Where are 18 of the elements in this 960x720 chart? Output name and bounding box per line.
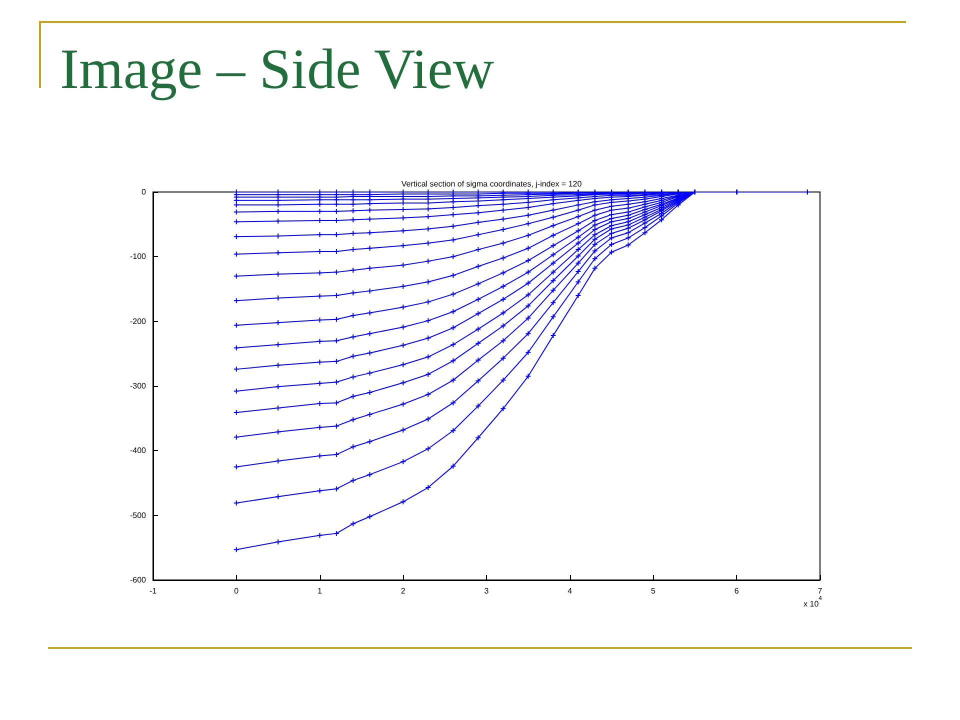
chart-title: Image – Side View [60,38,494,101]
y-tick-label: -100 [130,252,147,262]
x-tick-label: 7 [818,586,823,596]
y-tick-label: -500 [130,510,147,520]
x-tick-label: 4 [568,586,573,596]
y-tick-label: -300 [130,382,147,390]
x-tick-label: 5 [651,586,656,596]
x-tick-label: 1 [318,586,323,596]
chart-subtitle: Vertical section of sigma coordinates, j-index = 120 [401,180,582,188]
x-tick-label: 0 [234,586,240,596]
y-tick-label: -600 [130,576,147,584]
y-tick-label: -400 [130,446,147,456]
x-tick-label: -1 [149,586,158,596]
y-tick-label: -200 [130,316,147,326]
x-tick-label: 6 [734,586,740,596]
x-tick-label: 2 [400,586,406,596]
y-tick-label: 0 [142,188,147,196]
x-tick-label: 3 [484,586,490,596]
